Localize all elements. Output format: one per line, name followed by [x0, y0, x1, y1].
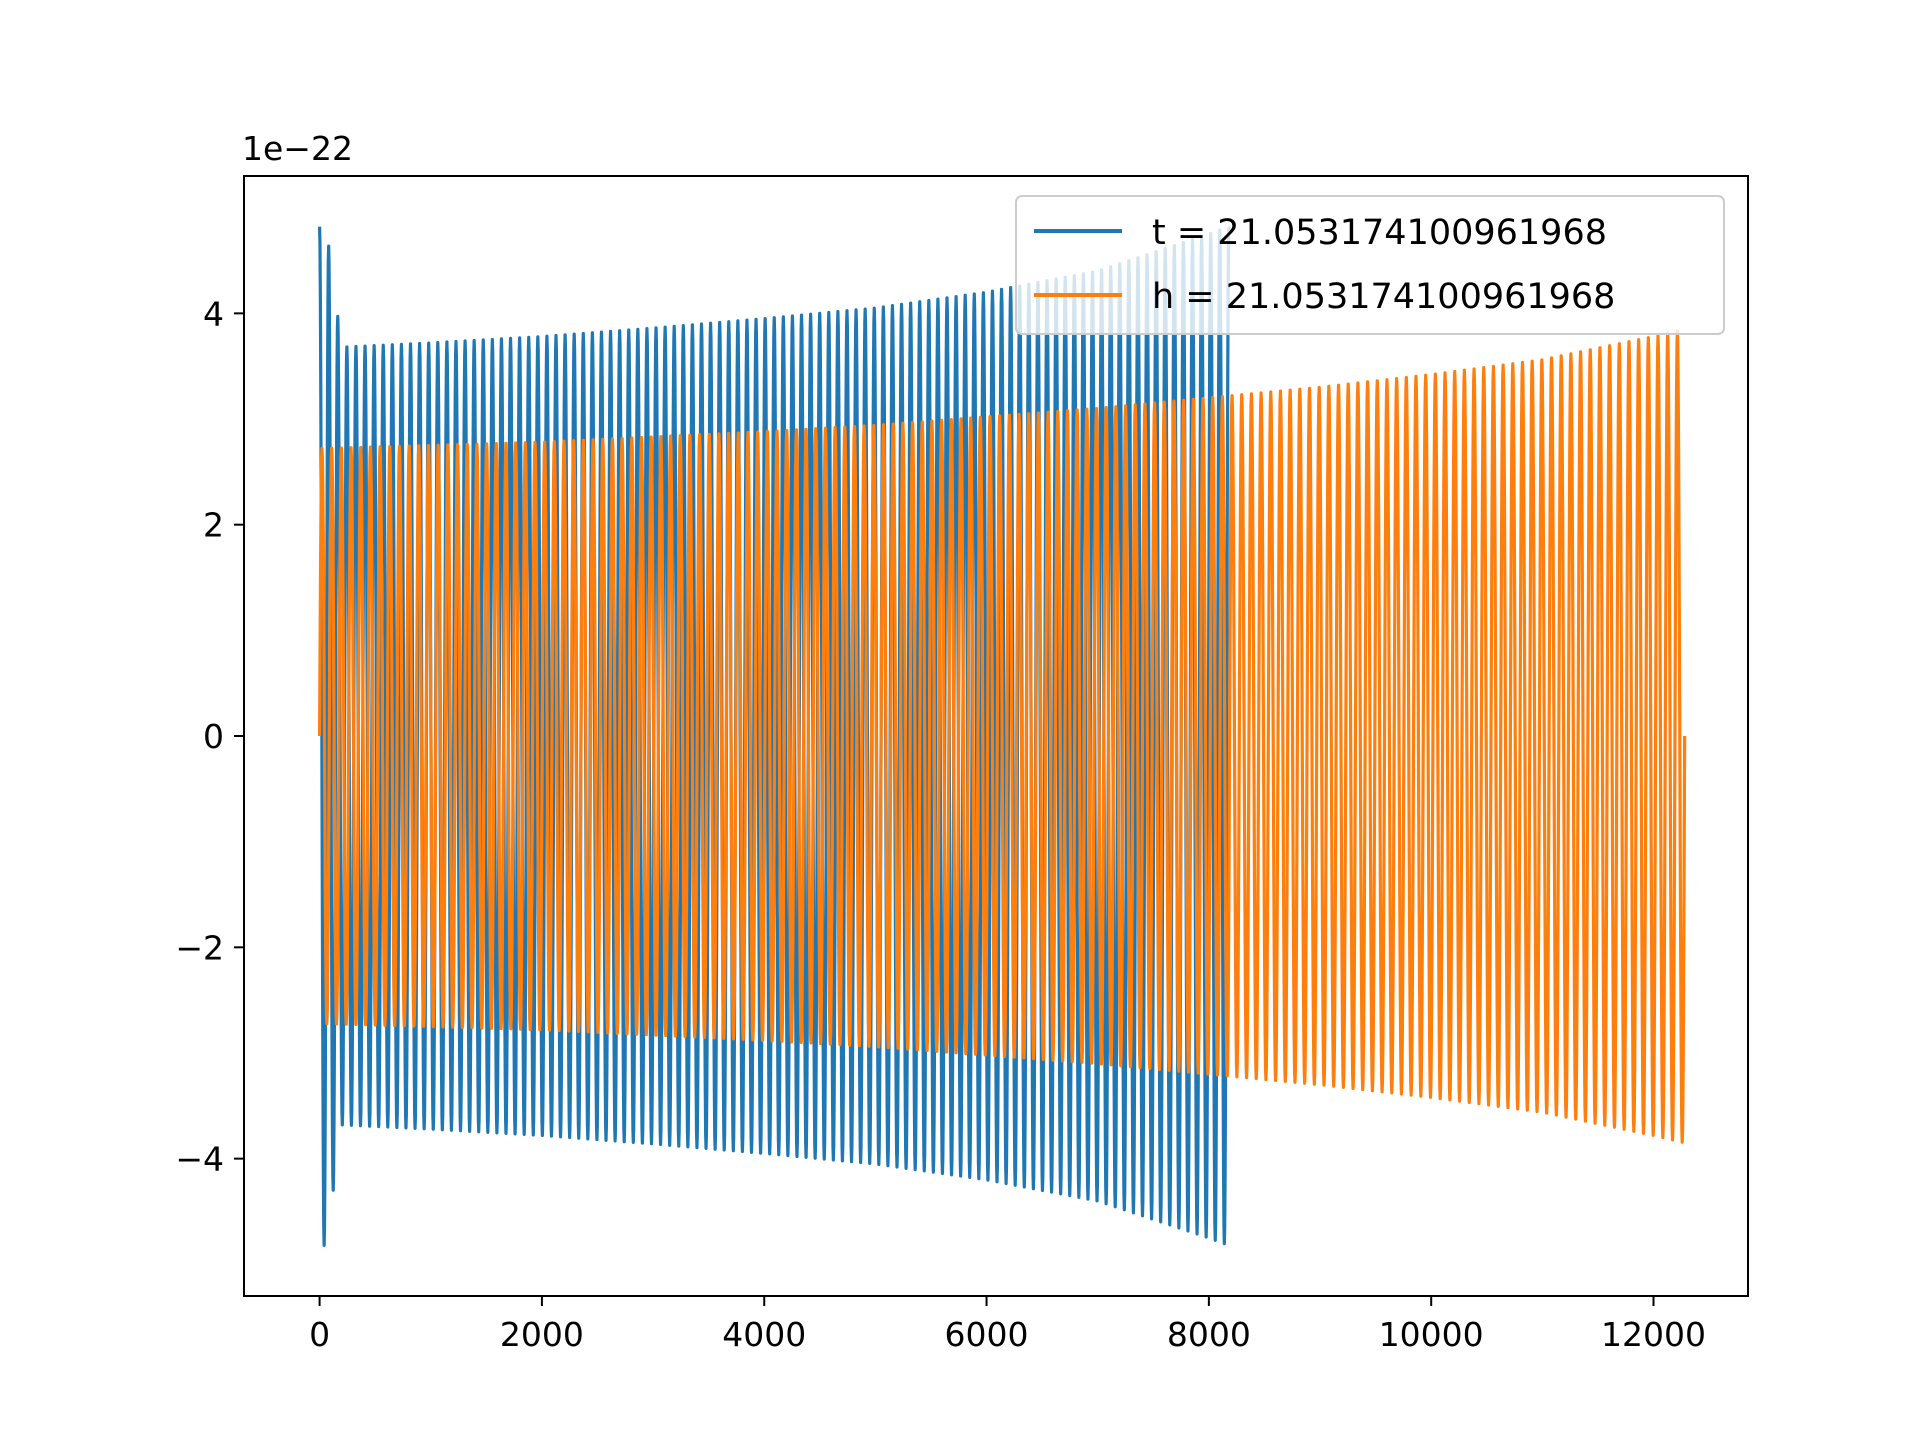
y-tick-label: 0	[203, 717, 224, 756]
legend: t = 21.053174100961968 h = 21.0531741009…	[1015, 195, 1725, 335]
x-axis: 0 2000 4000 6000 8000 10000 12000	[309, 1296, 1706, 1354]
y-offset-label: 1e−22	[242, 129, 353, 168]
legend-label-t: t = 21.053174100961968	[1152, 213, 1607, 253]
x-tick-label: 8000	[1167, 1315, 1251, 1354]
legend-box	[1015, 195, 1725, 335]
y-axis: −4 −2 0 2 4	[175, 294, 244, 1179]
x-tick-label: 6000	[945, 1315, 1029, 1354]
y-tick-label: −4	[175, 1140, 224, 1179]
x-tick-label: 4000	[722, 1315, 806, 1354]
series-layer	[317, 226, 1687, 1247]
series-line-h	[317, 329, 1687, 1144]
y-tick-label: 2	[203, 506, 224, 545]
y-tick-label: 4	[203, 294, 224, 333]
x-tick-label: 2000	[500, 1315, 584, 1354]
legend-label-h: h = 21.053174100961968	[1152, 277, 1615, 317]
x-tick-label: 12000	[1601, 1315, 1706, 1354]
y-tick-label: −2	[175, 928, 224, 967]
x-tick-label: 0	[309, 1315, 330, 1354]
x-tick-label: 10000	[1379, 1315, 1484, 1354]
